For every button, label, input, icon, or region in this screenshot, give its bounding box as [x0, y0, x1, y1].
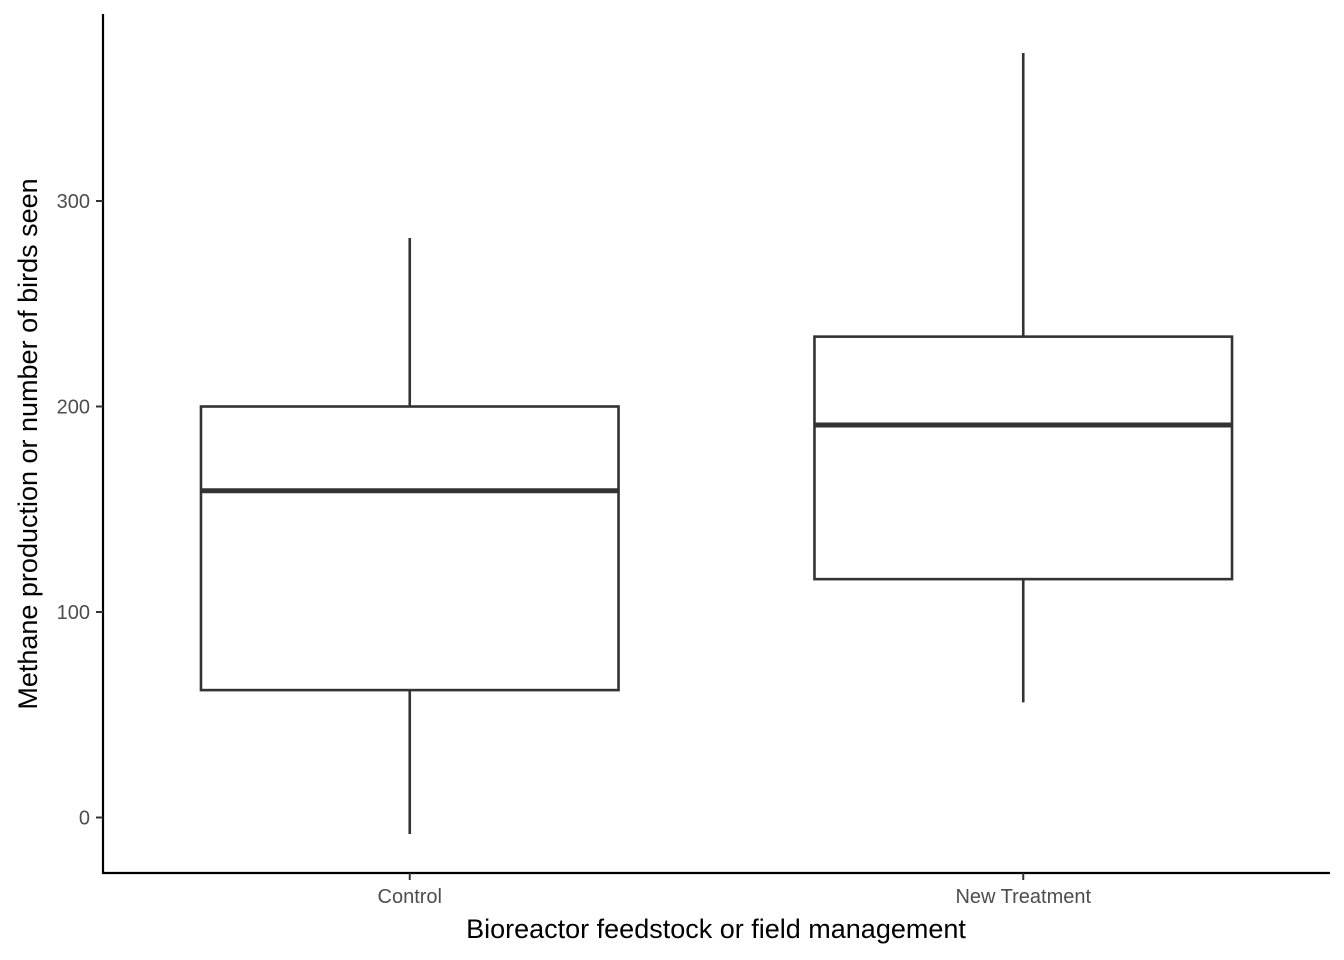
y-axis-title: Methane production or number of birds se… — [13, 178, 43, 709]
x-tick-label: New Treatment — [955, 886, 1091, 908]
box-control — [199, 237, 620, 834]
box-new-treatment — [813, 53, 1234, 703]
interquartile-box — [199, 405, 620, 692]
x-tick-label: Control — [378, 886, 442, 908]
x-ticks-layer: Control New Treatment — [378, 873, 1091, 908]
y-tick-label: 200 — [57, 397, 90, 419]
interquartile-box — [813, 335, 1234, 581]
y-tick-label: 0 — [79, 808, 90, 830]
y-tick-label: 300 — [57, 191, 90, 213]
y-tick-label: 100 — [57, 602, 90, 624]
y-ticks-layer: 0 100 200 300 — [57, 191, 103, 830]
boxes-layer — [199, 53, 1234, 834]
x-axis-title: Bioreactor feedstock or field management — [466, 914, 966, 944]
